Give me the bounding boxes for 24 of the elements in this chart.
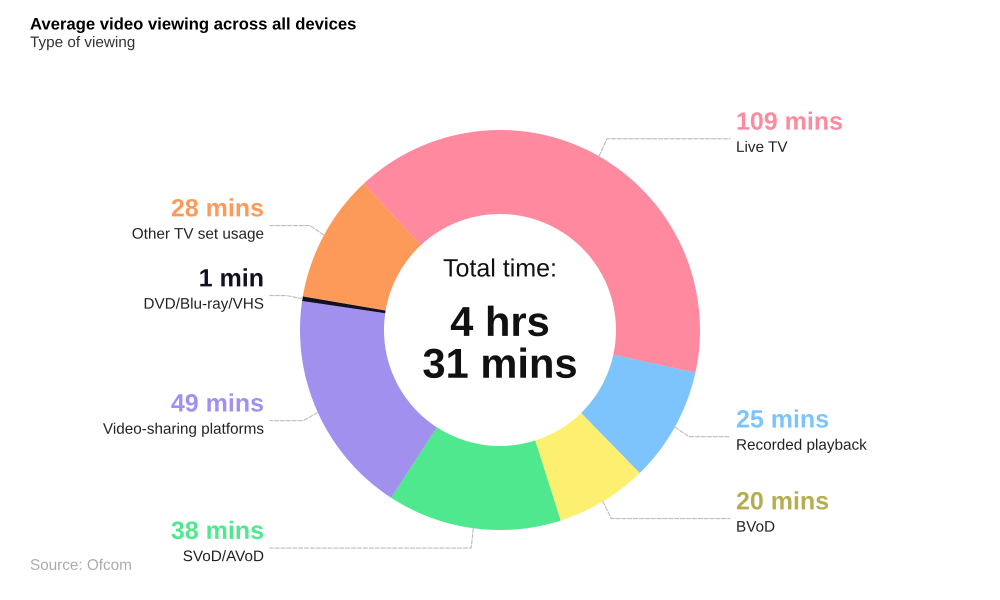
donut-slice (581, 354, 696, 474)
slice-label: Other TV set usage (132, 228, 264, 242)
chart-title: Average video viewing across all devices (30, 17, 356, 33)
data-label: 38 mins (171, 520, 263, 540)
data-label: 25 mins (736, 409, 828, 428)
slice-label: Live TV (737, 140, 788, 152)
data-label: 20 mins (736, 491, 828, 510)
text: 4 hrs 31 mins (423, 306, 576, 378)
data-label: 28 mins (172, 198, 263, 217)
slice-label: SVoD/AVoD (183, 550, 264, 562)
slice-label: Video-sharing platforms (103, 422, 264, 437)
source-note: Source: Ofcom (30, 558, 131, 570)
data-label: 49 mins (171, 393, 263, 412)
data-label: 1 min (200, 268, 262, 286)
chart-subtitle: Type of viewing (30, 36, 134, 50)
slice-label: DVD/Blu-ray/VHS (144, 298, 264, 312)
slice-label: Recorded playback (737, 438, 867, 453)
donut-slice (302, 296, 386, 314)
text: Total time: (444, 258, 555, 277)
donut-slice (535, 412, 640, 521)
donut-slice (302, 184, 421, 311)
slice-label: BVoD (737, 521, 774, 532)
donut-slice (391, 427, 561, 530)
data-label: 109 mins (738, 112, 842, 130)
